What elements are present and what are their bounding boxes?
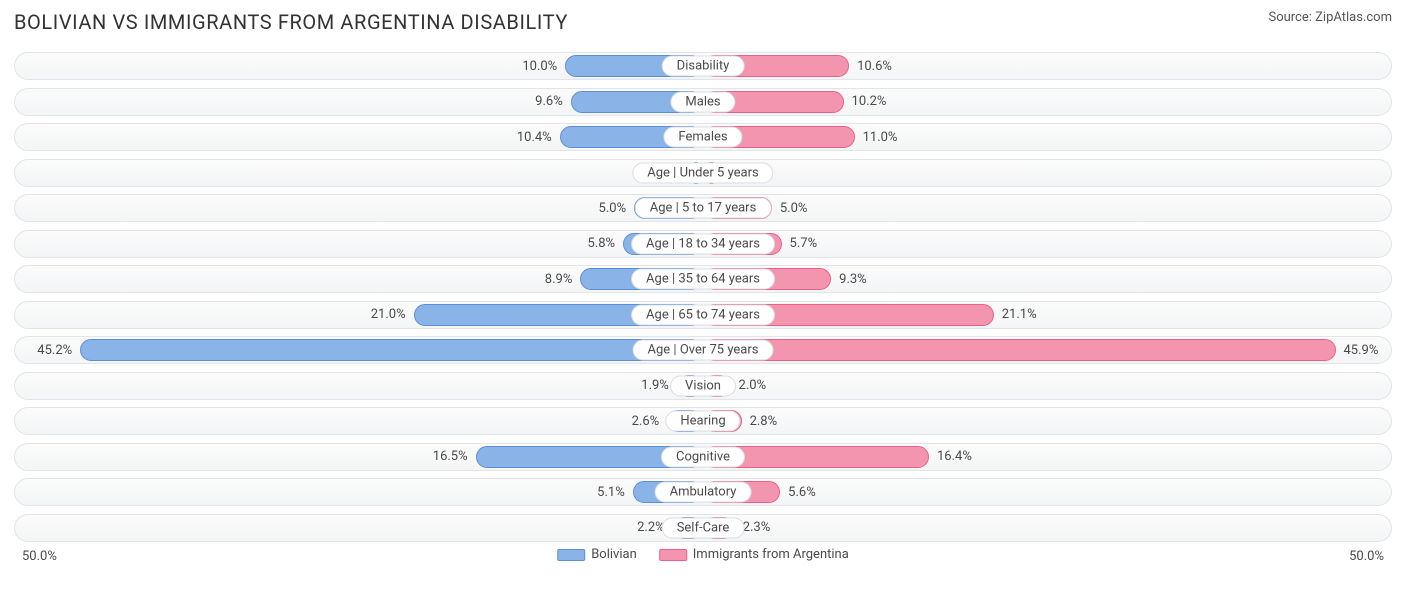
- value-label-right: 5.7%: [782, 228, 818, 260]
- chart-row: 5.0% 5.0%Age | 5 to 17 years: [14, 192, 1392, 224]
- chart-row: 5.8% 5.7% Age | 18 to 34 years: [14, 228, 1392, 260]
- value-label-right: 10.6%: [849, 50, 892, 82]
- category-label: Males: [670, 91, 735, 112]
- category-label: Cognitive: [661, 446, 745, 467]
- chart-row: 5.1% 5.6% Ambulatory: [14, 476, 1392, 508]
- diverging-bar-chart: 10.0%10.6%Disability9.6%10.2%Males10.4%1…: [14, 50, 1392, 544]
- category-label: Age | Over 75 years: [633, 340, 774, 361]
- chart-row: 8.9% 9.3% Age | 35 to 64 years: [14, 263, 1392, 295]
- legend-label-left: Bolivian: [591, 547, 637, 562]
- category-label: Females: [663, 127, 742, 148]
- chart-row: 9.6% 10.2% Males: [14, 86, 1392, 118]
- value-label-left: 5.8%: [588, 228, 624, 260]
- category-label: Age | 65 to 74 years: [631, 304, 775, 325]
- value-label-left: 10.0%: [522, 50, 565, 82]
- chart-row: 2.2%2.3%Self-Care: [14, 512, 1392, 544]
- chart-footer: 50.0% Bolivian Immigrants from Argentina…: [14, 547, 1392, 569]
- legend-label-right: Immigrants from Argentina: [693, 547, 849, 562]
- value-label-left: 9.6%: [535, 86, 571, 118]
- category-label: Hearing: [665, 411, 740, 432]
- value-label-left: 10.4%: [517, 121, 560, 153]
- value-label-left: 5.1%: [597, 476, 633, 508]
- value-label-right: 16.4%: [929, 441, 972, 473]
- chart-row: 45.2% 45.9% Age | Over 75 years: [14, 334, 1392, 366]
- chart-header: BOLIVIAN VS IMMIGRANTS FROM ARGENTINA DI…: [14, 10, 1392, 34]
- value-label-right: 10.2%: [844, 86, 887, 118]
- chart-row: 10.0% 10.6% Disability: [14, 50, 1392, 82]
- chart-row: 1.9%2.0%Vision: [14, 370, 1392, 402]
- value-label-right: 9.3%: [831, 263, 867, 295]
- value-label-right: 11.0%: [855, 121, 898, 153]
- value-label-left: 8.9%: [545, 263, 581, 295]
- category-label: Age | 5 to 17 years: [635, 198, 772, 219]
- axis-max-right: 50.0%: [1349, 549, 1384, 564]
- value-label-left: 21.0%: [371, 299, 414, 331]
- chart-row: 16.5% 16.4% Cognitive: [14, 441, 1392, 473]
- value-label-right: 21.1%: [994, 299, 1037, 331]
- chart-row: 1.0%1.2%Age | Under 5 years: [14, 157, 1392, 189]
- chart-row: 2.6% 2.8%Hearing: [14, 405, 1392, 437]
- axis-max-left: 50.0%: [22, 549, 57, 564]
- legend-swatch-right: [659, 549, 687, 561]
- value-label-left: 16.5%: [433, 441, 476, 473]
- value-label-right: 2.8%: [742, 405, 778, 437]
- category-label: Age | Under 5 years: [632, 162, 773, 183]
- legend-item-right: Immigrants from Argentina: [659, 547, 849, 562]
- category-label: Age | 35 to 64 years: [631, 269, 775, 290]
- chart-row: 21.0% 21.1% Age | 65 to 74 years: [14, 299, 1392, 331]
- chart-source: Source: ZipAtlas.com: [1268, 10, 1392, 25]
- bar-left: [80, 339, 703, 361]
- category-label: Age | 18 to 34 years: [631, 233, 775, 254]
- category-label: Vision: [670, 375, 736, 396]
- value-label-left: 5.0%: [599, 192, 635, 224]
- value-label-left: 45.2%: [37, 334, 80, 366]
- bar-right: [703, 339, 1336, 361]
- value-label-left: 2.6%: [632, 405, 668, 437]
- legend-item-left: Bolivian: [557, 547, 637, 562]
- value-label-right: 45.9%: [1336, 334, 1379, 366]
- chart-title: BOLIVIAN VS IMMIGRANTS FROM ARGENTINA DI…: [14, 10, 568, 34]
- category-label: Ambulatory: [655, 482, 752, 503]
- value-label-right: 5.0%: [772, 192, 808, 224]
- legend-swatch-left: [557, 549, 585, 561]
- category-label: Disability: [662, 56, 745, 77]
- chart-row: 10.4% 11.0% Females: [14, 121, 1392, 153]
- category-label: Self-Care: [662, 517, 745, 538]
- legend: Bolivian Immigrants from Argentina: [557, 547, 849, 562]
- value-label-right: 5.6%: [780, 476, 816, 508]
